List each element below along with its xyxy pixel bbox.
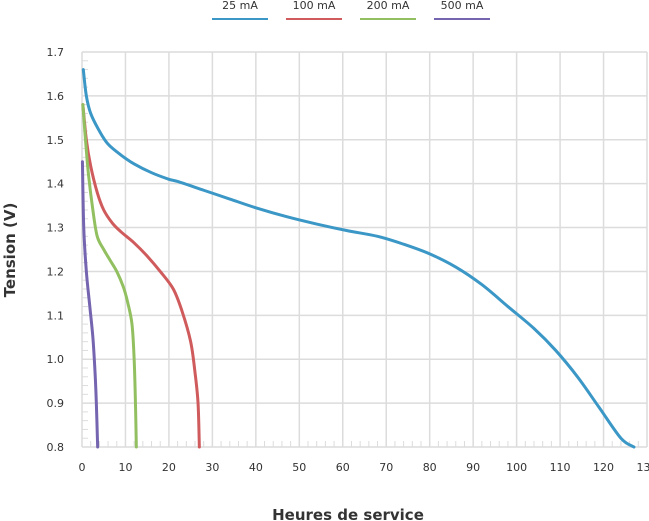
series-line-25-ma (81, 68, 636, 449)
y-tick-label: 1.5 (47, 134, 65, 147)
x-tick-label: 50 (292, 461, 306, 474)
series-line-100-ma (81, 103, 201, 449)
legend-label-25-ma: 25 mA (222, 0, 258, 12)
legend: 25 mA 100 mA 200 mA 500 mA (212, 0, 490, 20)
x-tick-label: 20 (162, 461, 176, 474)
x-tick-label: 60 (336, 461, 350, 474)
x-tick-label: 70 (379, 461, 393, 474)
x-tick-label: 90 (466, 461, 480, 474)
y-tick-label: 1.6 (47, 90, 65, 103)
series-line-200-ma (81, 103, 138, 449)
y-tick-label: 0.8 (47, 441, 65, 454)
legend-label-500-ma: 500 mA (441, 0, 484, 12)
x-tick-label: 0 (79, 461, 86, 474)
x-axis-ticks: 0 10 20 30 40 50 60 70 80 90 100 110 120 130 (79, 461, 649, 474)
y-tick-label: 1.0 (47, 353, 65, 366)
x-tick-label: 80 (423, 461, 437, 474)
series-lines (80, 68, 636, 449)
minor-ticks (81, 51, 648, 448)
grid (81, 51, 648, 448)
y-tick-label: 1.3 (47, 222, 65, 235)
x-tick-label: 110 (550, 461, 571, 474)
y-axis-title: Tension (V) (1, 203, 19, 298)
y-tick-label: 1.1 (47, 309, 65, 322)
legend-label-100-ma: 100 mA (293, 0, 336, 12)
x-tick-label: 10 (118, 461, 132, 474)
x-axis-title: Heures de service (272, 506, 424, 521)
legend-label-200-ma: 200 mA (367, 0, 410, 12)
x-tick-label: 40 (249, 461, 263, 474)
y-axis-ticks: 0.8 0.9 1.0 1.1 1.2 1.3 1.4 1.5 1.6 1.7 (47, 46, 65, 454)
x-tick-label: 130 (637, 461, 649, 474)
x-tick-label: 30 (205, 461, 219, 474)
series-line-500-ma (80, 160, 100, 449)
y-tick-label: 0.9 (47, 397, 65, 410)
x-tick-label: 120 (593, 461, 614, 474)
y-tick-label: 1.2 (47, 265, 65, 278)
y-tick-label: 1.7 (47, 46, 65, 59)
x-tick-label: 100 (506, 461, 527, 474)
y-tick-label: 1.4 (47, 178, 65, 191)
